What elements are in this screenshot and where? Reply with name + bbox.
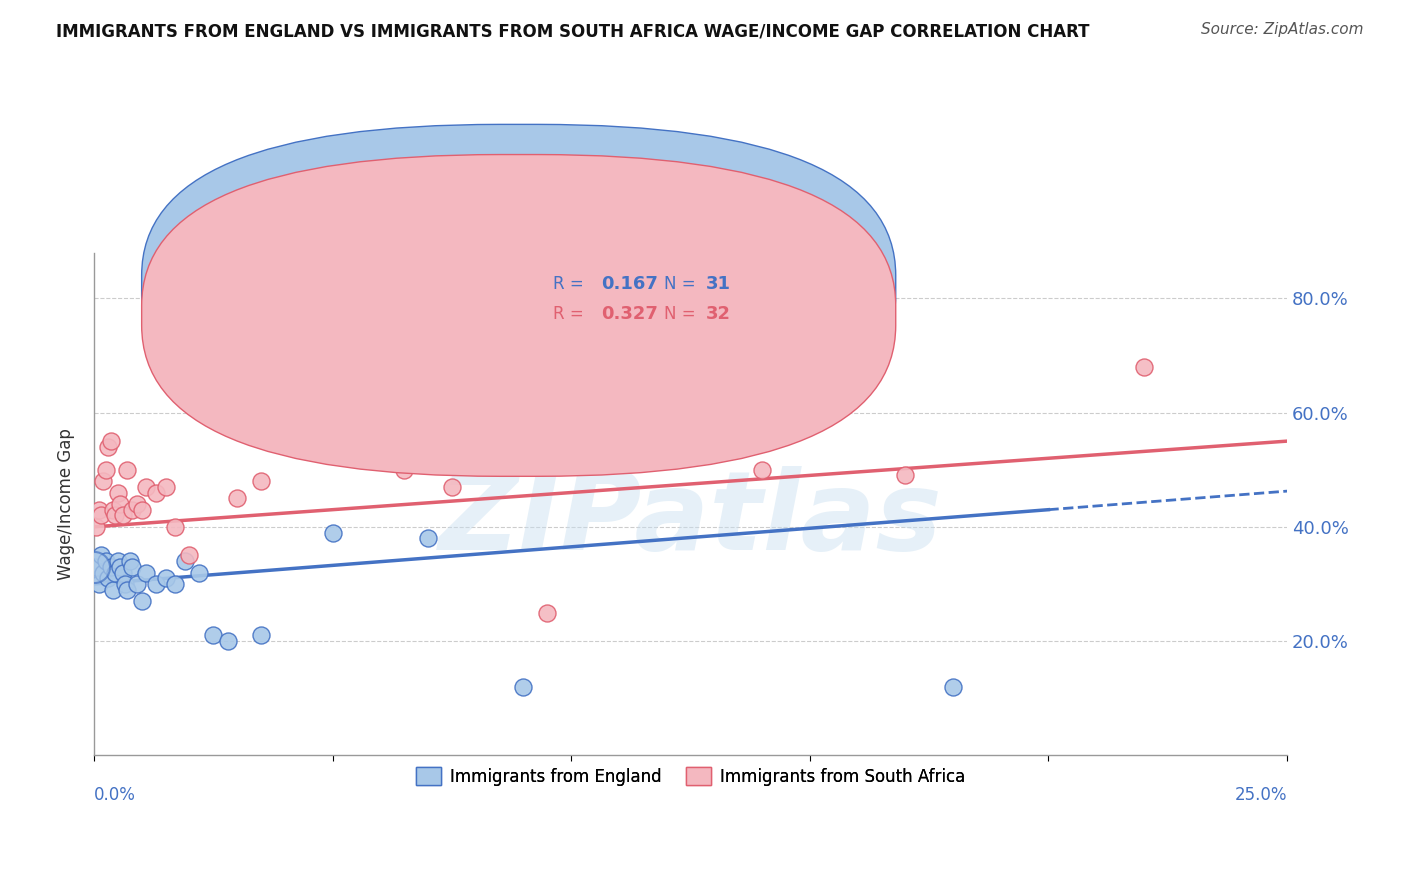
Point <box>202 628 225 642</box>
Point <box>93 474 115 488</box>
Point <box>179 549 201 563</box>
Point <box>322 348 344 362</box>
FancyBboxPatch shape <box>142 124 896 446</box>
Point <box>111 508 134 523</box>
Point <box>104 508 127 523</box>
Point <box>87 577 110 591</box>
Point <box>121 559 143 574</box>
FancyBboxPatch shape <box>482 260 780 343</box>
Point <box>131 594 153 608</box>
Point <box>250 474 273 488</box>
Point <box>135 480 157 494</box>
Point <box>298 348 321 362</box>
Text: R =: R = <box>554 276 583 293</box>
Point <box>104 566 127 580</box>
Text: 0.327: 0.327 <box>600 305 658 324</box>
Point <box>464 359 486 374</box>
Point <box>217 634 239 648</box>
Point <box>107 485 129 500</box>
Text: N =: N = <box>664 305 696 324</box>
Y-axis label: Wage/Income Gap: Wage/Income Gap <box>58 428 75 580</box>
Point <box>226 491 249 506</box>
Text: 32: 32 <box>706 305 731 324</box>
Point <box>86 520 108 534</box>
Point <box>187 566 209 580</box>
Point <box>93 566 115 580</box>
Point <box>83 559 105 574</box>
Point <box>165 520 187 534</box>
Point <box>536 606 558 620</box>
Point <box>392 463 415 477</box>
Point <box>145 485 167 500</box>
Point <box>165 577 187 591</box>
Point <box>155 480 177 494</box>
Point <box>108 497 131 511</box>
FancyBboxPatch shape <box>142 154 896 476</box>
Text: 0.167: 0.167 <box>600 276 658 293</box>
Point <box>894 468 917 483</box>
Point <box>86 559 108 574</box>
Point <box>125 577 148 591</box>
Point <box>101 582 124 597</box>
Text: Source: ZipAtlas.com: Source: ZipAtlas.com <box>1201 22 1364 37</box>
Text: ZIPatlas: ZIPatlas <box>439 466 942 573</box>
Text: 31: 31 <box>706 276 731 293</box>
Point <box>942 680 965 694</box>
Point <box>512 680 534 694</box>
Point <box>97 440 120 454</box>
Point <box>322 525 344 540</box>
Point <box>118 554 141 568</box>
Point <box>416 531 439 545</box>
Point <box>131 502 153 516</box>
Point <box>101 502 124 516</box>
Point <box>87 502 110 516</box>
Point <box>145 577 167 591</box>
Text: IMMIGRANTS FROM ENGLAND VS IMMIGRANTS FROM SOUTH AFRICA WAGE/INCOME GAP CORRELAT: IMMIGRANTS FROM ENGLAND VS IMMIGRANTS FR… <box>56 22 1090 40</box>
Point <box>97 571 120 585</box>
Text: R =: R = <box>554 305 583 324</box>
Point <box>90 549 112 563</box>
Point <box>90 508 112 523</box>
Text: 0.0%: 0.0% <box>94 786 136 804</box>
Point <box>117 463 139 477</box>
Legend: Immigrants from England, Immigrants from South Africa: Immigrants from England, Immigrants from… <box>409 761 972 792</box>
Point <box>250 628 273 642</box>
Point <box>125 497 148 511</box>
Point <box>1133 359 1156 374</box>
Point <box>440 480 463 494</box>
Text: 25.0%: 25.0% <box>1234 786 1286 804</box>
Point <box>100 559 122 574</box>
Point <box>111 566 134 580</box>
Point <box>117 582 139 597</box>
Point <box>135 566 157 580</box>
Text: N =: N = <box>664 276 696 293</box>
Point <box>94 463 117 477</box>
Point <box>114 577 136 591</box>
Point <box>94 554 117 568</box>
Point <box>100 434 122 449</box>
Point <box>107 554 129 568</box>
Point <box>121 502 143 516</box>
Point <box>155 571 177 585</box>
Point <box>108 559 131 574</box>
Point <box>173 554 195 568</box>
Point <box>751 463 773 477</box>
